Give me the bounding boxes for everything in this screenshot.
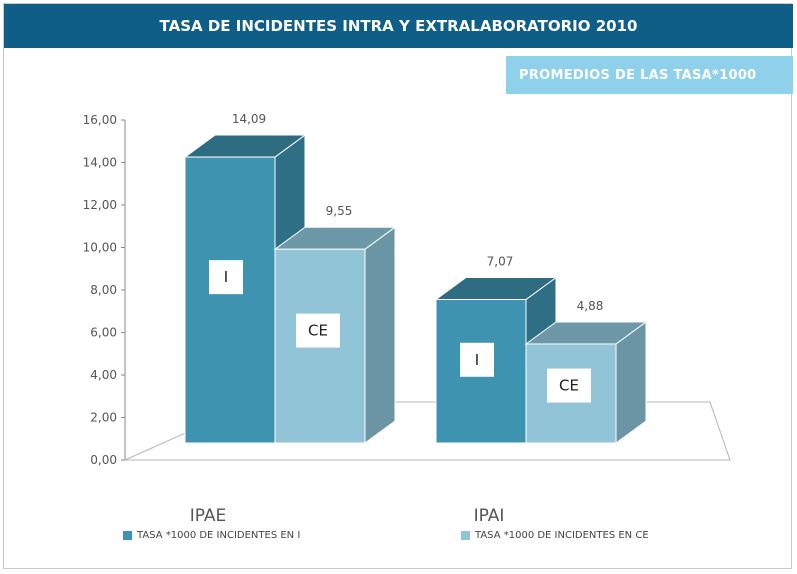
y-tick-label: 16,00 <box>83 113 117 127</box>
legend-label-i: TASA *1000 DE INCIDENTES EN I <box>137 530 301 541</box>
bar-value-label: 9,55 <box>326 204 353 218</box>
bar-tag-box <box>296 313 340 348</box>
bar-value-label: 14,09 <box>232 112 266 126</box>
bar-side <box>364 226 396 444</box>
legend-label-ce: TASA *1000 DE INCIDENTES EN CE <box>475 530 649 541</box>
bar-tag-label: CE <box>559 377 579 395</box>
legend-item-i: TASA *1000 DE INCIDENTES EN I <box>123 530 300 541</box>
y-tick-label: 6,00 <box>90 326 117 340</box>
bar <box>184 156 276 444</box>
bar-tag-box <box>547 368 591 403</box>
y-tick-label: 0,00 <box>90 453 117 467</box>
y-tick-label: 14,00 <box>83 156 117 170</box>
x-category-label: IPAE <box>190 506 227 526</box>
bar-tag-label: CE <box>308 322 328 340</box>
bar-tag-box <box>209 260 243 295</box>
y-tick-label: 2,00 <box>90 411 117 425</box>
legend-item-ce: TASA *1000 DE INCIDENTES EN CE <box>461 530 649 541</box>
y-tick-label: 8,00 <box>90 283 117 297</box>
y-tick-label: 4,00 <box>90 368 117 382</box>
x-category-label: IPAI <box>474 506 505 526</box>
bar-tag-box <box>460 342 494 377</box>
bar-tag-label: I <box>224 268 228 286</box>
y-tick-label: 12,00 <box>83 198 117 212</box>
chart-title: TASA DE INCIDENTES INTRA Y EXTRALABORATO… <box>4 4 793 48</box>
bar-value-label: 7,07 <box>487 255 514 269</box>
legend-swatch-ce <box>461 531 470 540</box>
legend-swatch-i <box>123 531 132 540</box>
y-tick-label: 10,00 <box>83 241 117 255</box>
bar-value-label: 4,88 <box>577 299 604 313</box>
chart-frame <box>3 3 792 569</box>
chart-subtitle: PROMEDIOS DE LAS TASA*1000 <box>506 56 793 94</box>
bar-tag-label: I <box>475 351 479 369</box>
